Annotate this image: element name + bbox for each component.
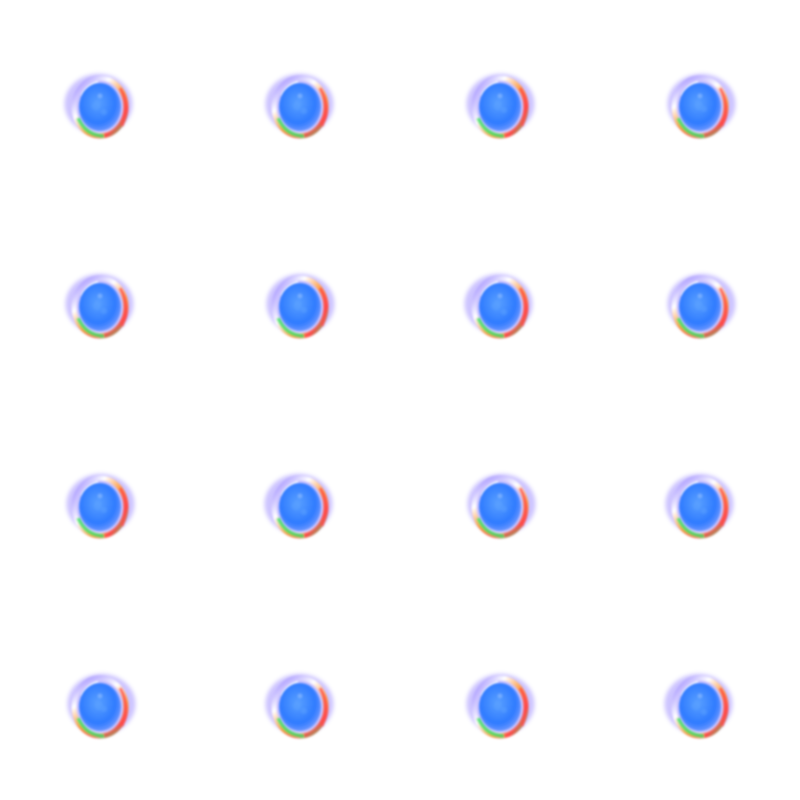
orb-graphic <box>464 274 533 339</box>
sample-cell <box>0 400 200 600</box>
orb-graphic <box>265 74 334 139</box>
sample-cell <box>400 0 600 200</box>
sample-cell <box>200 200 400 400</box>
orb-graphic <box>266 274 335 339</box>
sample-cell <box>600 600 800 800</box>
orb-blob <box>60 66 140 146</box>
orb-blob <box>260 266 340 346</box>
orb-graphic <box>664 674 733 739</box>
orb-graphic <box>467 474 536 539</box>
sample-cell <box>400 400 600 600</box>
orb-graphic <box>265 674 334 739</box>
orb-graphic <box>66 474 135 539</box>
orb-blob <box>660 466 740 546</box>
orb-graphic <box>667 74 736 139</box>
orb-graphic <box>466 674 535 739</box>
orb-blob <box>60 266 140 346</box>
orb-graphic <box>67 674 136 739</box>
orb-blob <box>460 466 540 546</box>
orb-blob <box>260 466 340 546</box>
orb-blob <box>660 266 740 346</box>
orb-graphic <box>667 274 736 339</box>
sample-cell <box>200 600 400 800</box>
orb-blob <box>460 666 540 746</box>
sample-cell <box>0 600 200 800</box>
orb-graphic <box>65 274 134 339</box>
orb-graphic <box>665 474 734 539</box>
orb-blob <box>460 266 540 346</box>
orb-blob <box>260 66 340 146</box>
orb-blob <box>660 66 740 146</box>
orb-graphic <box>264 474 333 539</box>
sample-cell <box>200 0 400 200</box>
orb-graphic <box>64 74 133 139</box>
sample-cell <box>600 400 800 600</box>
sample-cell <box>0 200 200 400</box>
sample-cell <box>600 200 800 400</box>
orb-blob <box>660 666 740 746</box>
orb-blob <box>60 666 140 746</box>
sample-cell <box>0 0 200 200</box>
sample-cell <box>600 0 800 200</box>
sample-cell <box>400 200 600 400</box>
orb-blob <box>460 66 540 146</box>
sample-cell <box>200 400 400 600</box>
orb-blob <box>260 666 340 746</box>
orb-blob <box>60 466 140 546</box>
orb-graphic <box>466 74 535 139</box>
sample-cell <box>400 600 600 800</box>
